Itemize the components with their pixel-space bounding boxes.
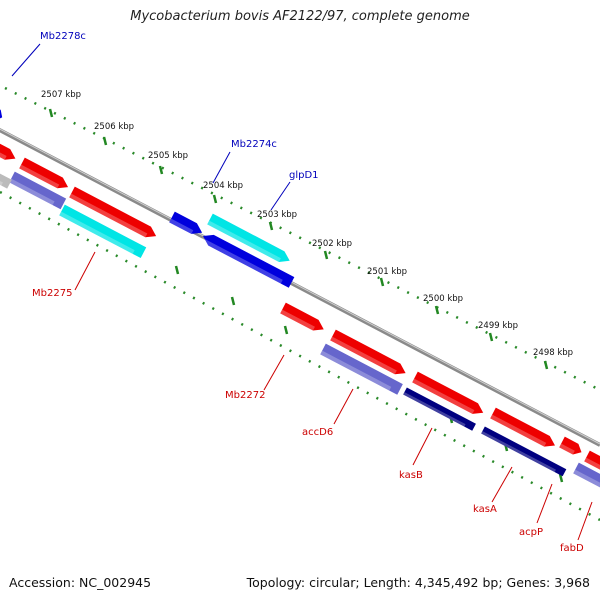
- gene-label-fabD[interactable]: fabD: [560, 543, 584, 554]
- gene-label-Mb2275[interactable]: Mb2275: [32, 288, 72, 299]
- ruler-tick-labels: 2498 kbp 2499 kbp 2500 kbp 2501 kbp 2502 kbp…: [41, 90, 573, 358]
- cds-reverse: [207, 213, 290, 262]
- ruler-tick: [323, 250, 329, 260]
- gene-label-Mb2272[interactable]: Mb2272: [225, 390, 265, 401]
- gene-highlight: [330, 336, 397, 375]
- gene-reverse: [0, 109, 3, 119]
- ruler-tick: [283, 325, 289, 335]
- gene-labels: Mb2278c Mb2274c glpD1 Mb2275 Mb2272 accD6 kasB…: [32, 31, 584, 554]
- cds-forward: [573, 462, 600, 488]
- label-connector: [333, 388, 354, 425]
- ruler-tick-label: 2498 kbp: [533, 348, 573, 358]
- gene-forward: [280, 302, 324, 331]
- gene-highlight: [320, 350, 392, 391]
- label-connector: [577, 501, 593, 541]
- ruler-tick: [158, 165, 164, 175]
- label-connectors: [11, 43, 593, 541]
- ruler-tick-label: 2501 kbp: [367, 267, 407, 277]
- ruler-tick-label: 2504 kbp: [203, 181, 243, 191]
- label-connector: [11, 43, 41, 77]
- gene-forward: [69, 186, 157, 238]
- gene-label-Mb2274c[interactable]: Mb2274c: [231, 139, 277, 150]
- gene-highlight: [19, 164, 60, 189]
- label-connector: [263, 354, 285, 391]
- ruler-tick: [434, 305, 440, 315]
- ruler-tick: [488, 332, 494, 342]
- gene-reverse: [203, 234, 295, 288]
- gene-reverse: [169, 211, 203, 234]
- gene-highlight: [490, 414, 547, 447]
- map-title: Mycobacterium bovis AF2122/97, complete …: [130, 9, 470, 24]
- label-connector: [74, 251, 96, 291]
- gene-label-Mb2278c[interactable]: Mb2278c: [40, 31, 86, 42]
- gene-highlight: [584, 457, 600, 470]
- gene-highlight: [280, 309, 315, 331]
- ruler-tick: [174, 265, 180, 275]
- ruler-tick-label: 2503 kbp: [257, 210, 297, 220]
- cds-forward: [320, 343, 403, 395]
- ruler-tick: [230, 296, 236, 306]
- gene-label-kasB[interactable]: kasB: [399, 470, 423, 481]
- cds-forward: [481, 426, 567, 477]
- ruler-tick: [48, 108, 54, 118]
- ruler-tick-label: 2499 kbp: [478, 321, 518, 331]
- gene-label-accD6[interactable]: accD6: [302, 427, 333, 438]
- ruler-tick: [212, 194, 218, 204]
- accession-text: Accession: NC_002945: [9, 575, 152, 590]
- gene-forward: [559, 436, 582, 455]
- ruler-tick-label: 2500 kbp: [423, 294, 463, 304]
- topology-summary: Topology: circular; Length: 4,345,492 bp…: [246, 575, 590, 590]
- ruler-tick-label: 2506 kbp: [94, 122, 134, 132]
- ruler-tick-label: 2507 kbp: [41, 90, 81, 100]
- gene-label-acpP[interactable]: acpP: [519, 527, 543, 538]
- label-connector: [491, 466, 513, 503]
- cds-forward: [9, 171, 67, 210]
- cds-forward: [59, 204, 147, 259]
- ruler-tick: [102, 136, 108, 146]
- gene-forward: [490, 407, 555, 447]
- ruler-tick: [379, 277, 385, 287]
- gene-highlight: [200, 237, 283, 284]
- gene-forward: [412, 371, 484, 414]
- gene-label-glpD1[interactable]: glpD1: [289, 170, 319, 181]
- ruler-tick-label: 2505 kbp: [148, 151, 188, 161]
- gene-highlight: [59, 211, 135, 254]
- gene-highlight: [207, 220, 281, 262]
- gene-forward: [330, 329, 406, 375]
- gene-features: [0, 109, 600, 488]
- outer-ruler: [4, 86, 600, 392]
- gene-highlight: [0, 180, 3, 186]
- gene-highlight: [9, 178, 55, 206]
- gene-forward: [19, 157, 69, 189]
- label-connector: [212, 151, 231, 184]
- ruler-tick-label: 2502 kbp: [312, 239, 352, 249]
- gene-label-kasA[interactable]: kasA: [473, 504, 497, 515]
- gene-highlight: [169, 218, 194, 234]
- ruler-tick: [268, 221, 274, 231]
- ruler-tick: [543, 360, 549, 370]
- gene-highlight: [481, 431, 556, 473]
- label-connector: [270, 181, 291, 211]
- cds-forward: [403, 387, 476, 431]
- gene-forward: [0, 143, 16, 160]
- gene-highlight: [573, 469, 600, 488]
- label-connector: [536, 483, 553, 524]
- backbone: [0, 127, 600, 447]
- gene-forward: [584, 450, 600, 470]
- cds-forward: [0, 173, 12, 189]
- ruler-tick: [558, 473, 564, 483]
- label-connector: [412, 427, 433, 466]
- gene-highlight: [403, 392, 466, 427]
- gene-highlight: [559, 443, 575, 455]
- gene-highlight: [69, 193, 148, 238]
- gene-highlight: [412, 378, 475, 414]
- gene-highlight: [0, 152, 7, 160]
- inner-ruler: [0, 190, 600, 522]
